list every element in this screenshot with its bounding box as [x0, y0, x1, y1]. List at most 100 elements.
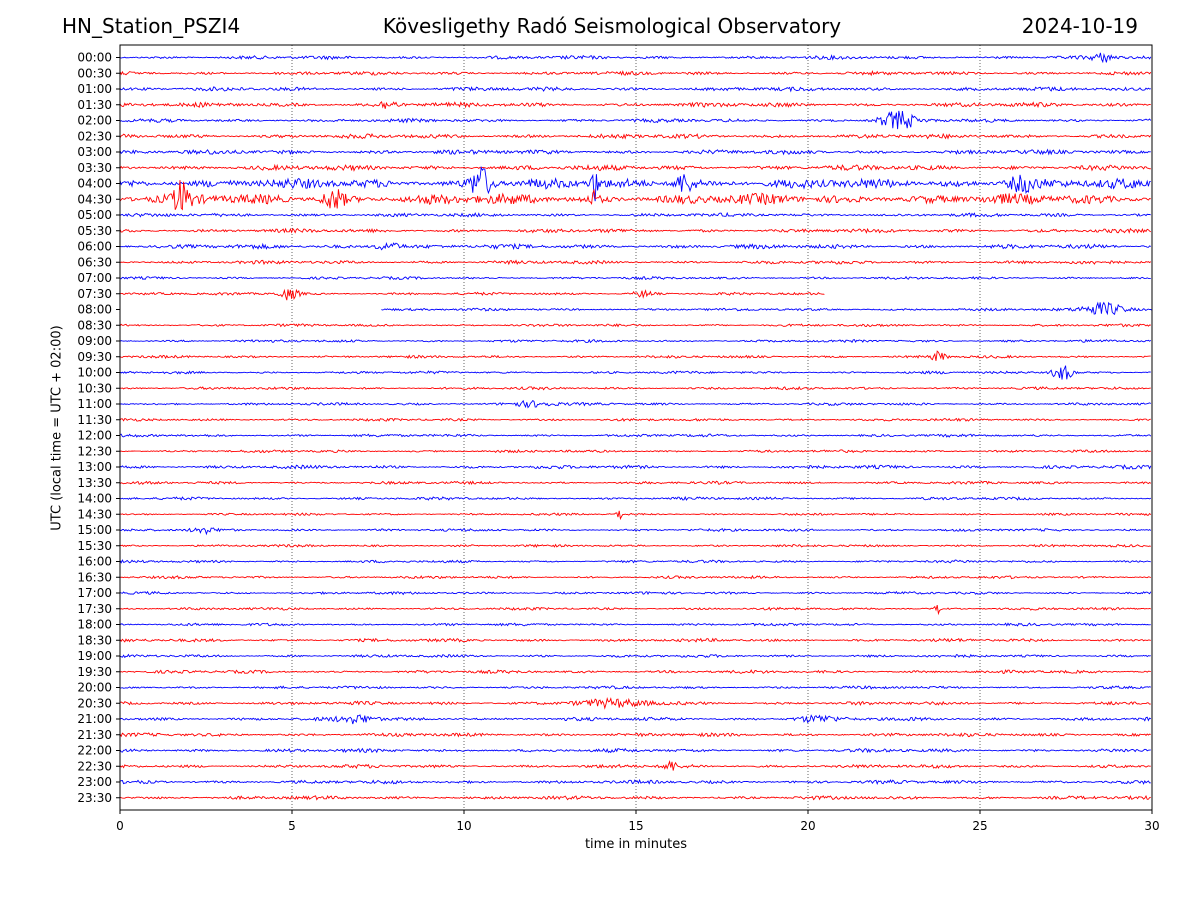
- y-tick-label: 23:30: [77, 791, 112, 805]
- x-tick-label: 0: [116, 819, 124, 833]
- trace-1100: [120, 399, 1152, 409]
- y-tick-label: 13:30: [77, 476, 112, 490]
- y-tick-label: 08:30: [77, 318, 112, 332]
- y-tick-label: 07:30: [77, 287, 112, 301]
- x-tick-label: 5: [288, 819, 296, 833]
- trace-1400: [120, 495, 1152, 501]
- y-tick-label: 12:00: [77, 429, 112, 443]
- trace-1630: [120, 574, 1151, 580]
- trace-0800: [381, 301, 1152, 316]
- y-tick-label: 03:30: [77, 161, 112, 175]
- y-tick-label: 00:30: [77, 66, 112, 80]
- trace-2030: [120, 697, 1151, 710]
- trace-2100: [120, 714, 1152, 725]
- trace-2000: [120, 685, 1151, 690]
- trace-0100: [120, 86, 1151, 93]
- trace-0930: [120, 350, 1151, 361]
- y-tick-label: 10:00: [77, 366, 112, 380]
- y-tick-label: 23:00: [77, 775, 112, 789]
- trace-1730: [120, 604, 1151, 616]
- date-label: 2024-10-19: [1021, 14, 1138, 38]
- trace-1700: [120, 590, 1152, 596]
- y-tick-label: 11:30: [77, 413, 112, 427]
- y-tick-label: 22:30: [77, 759, 112, 773]
- y-tick-label: 06:00: [77, 240, 112, 254]
- y-tick-label: 17:30: [77, 602, 112, 616]
- trace-1330: [120, 480, 1152, 486]
- y-tick-label: 18:00: [77, 618, 112, 632]
- chart-title: Kövesligethy Radó Seismological Observat…: [382, 14, 842, 38]
- y-tick-label: 01:30: [77, 98, 112, 112]
- plot-area: [120, 45, 1152, 810]
- y-tick-label: 02:00: [77, 114, 112, 128]
- trace-1030: [120, 386, 1151, 391]
- trace-0200: [120, 110, 1152, 130]
- trace-0600: [120, 241, 1151, 251]
- trace-0900: [120, 338, 1152, 344]
- trace-2300: [120, 778, 1151, 785]
- trace-0630: [120, 259, 1152, 266]
- trace-0500: [120, 211, 1151, 218]
- trace-0400: [120, 165, 1151, 202]
- trace-0700: [120, 275, 1151, 281]
- y-tick-label: 22:00: [77, 744, 112, 758]
- x-tick-label: 25: [972, 819, 987, 833]
- y-tick-label: 04:30: [77, 192, 112, 206]
- y-tick-label: 15:30: [77, 539, 112, 553]
- trace-2130: [120, 731, 1151, 738]
- y-tick-label: 18:30: [77, 633, 112, 647]
- trace-1230: [120, 449, 1151, 454]
- y-tick-label: 09:30: [77, 350, 112, 364]
- y-tick-label: 21:30: [77, 728, 112, 742]
- y-tick-label: 02:30: [77, 129, 112, 143]
- y-tick-label: 05:00: [77, 208, 112, 222]
- trace-0130: [120, 101, 1151, 109]
- x-tick-label: 20: [800, 819, 815, 833]
- trace-0430: [120, 180, 1151, 211]
- y-tick-label: 17:00: [77, 586, 112, 600]
- trace-2230: [120, 760, 1151, 771]
- y-tick-label: 16:30: [77, 570, 112, 584]
- trace-1300: [120, 464, 1152, 470]
- y-tick-label: 11:00: [77, 397, 112, 411]
- trace-1600: [120, 559, 1151, 564]
- trace-1430: [120, 510, 1152, 521]
- trace-0830: [120, 323, 1151, 328]
- y-tick-label: 20:30: [77, 696, 112, 710]
- trace-0330: [120, 163, 1151, 172]
- y-tick-label: 21:00: [77, 712, 112, 726]
- trace-1000: [120, 365, 1151, 380]
- x-tick-label: 10: [456, 819, 471, 833]
- trace-0230: [120, 132, 1152, 140]
- x-axis-label: time in minutes: [584, 837, 688, 852]
- y-tick-label: 12:30: [77, 444, 112, 458]
- trace-1130: [120, 417, 1151, 422]
- y-tick-label: 19:30: [77, 665, 112, 679]
- y-tick-label: 04:00: [77, 177, 112, 191]
- y-tick-label: 00:00: [77, 51, 112, 65]
- trace-1900: [120, 653, 1151, 659]
- x-tick-label: 30: [1144, 819, 1159, 833]
- y-tick-label: 03:00: [77, 145, 112, 159]
- y-tick-label: 19:00: [77, 649, 112, 663]
- trace-2330: [120, 794, 1151, 801]
- y-tick-label: 07:00: [77, 271, 112, 285]
- y-tick-label: 13:00: [77, 460, 112, 474]
- y-tick-label: 10:30: [77, 381, 112, 395]
- y-tick-label: 14:30: [77, 507, 112, 521]
- x-tick-label: 15: [628, 819, 643, 833]
- y-axis-label: UTC (local time = UTC + 02:00): [49, 325, 65, 531]
- trace-0030: [120, 70, 1152, 77]
- y-tick-label: 08:00: [77, 303, 112, 317]
- trace-2200: [120, 747, 1151, 754]
- y-tick-label: 14:00: [77, 492, 112, 506]
- y-tick-label: 06:30: [77, 255, 112, 269]
- y-tick-label: 01:00: [77, 82, 112, 96]
- trace-0000: [120, 52, 1152, 64]
- trace-0530: [120, 227, 1152, 234]
- trace-1200: [120, 433, 1152, 438]
- y-tick-label: 09:00: [77, 334, 112, 348]
- trace-1800: [120, 622, 1151, 627]
- trace-1930: [120, 669, 1151, 675]
